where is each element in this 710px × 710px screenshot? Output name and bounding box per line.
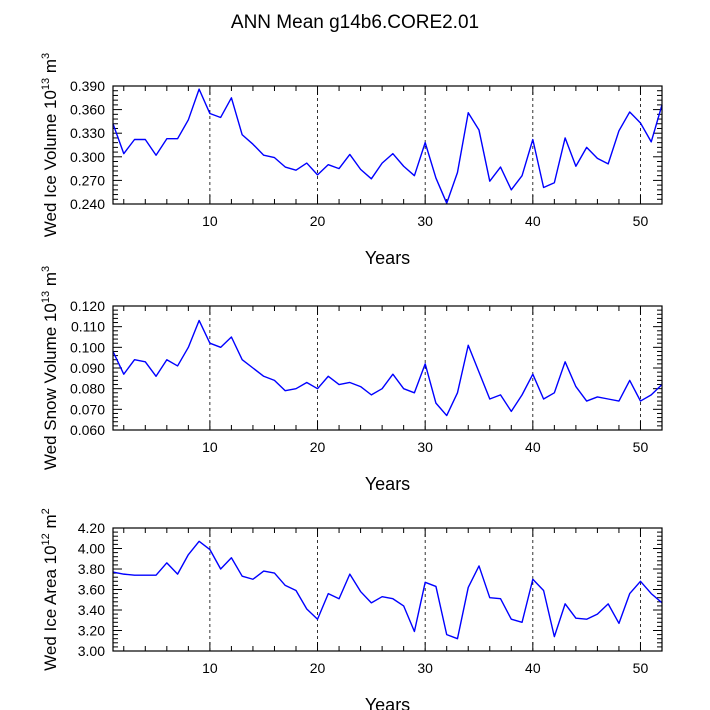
y-label-text: Wed Snow Volume 10 — [41, 303, 60, 470]
y-tick-label: 0.060 — [70, 422, 105, 438]
x-tick-label: 10 — [202, 439, 218, 455]
y-tick-label: 0.110 — [71, 319, 105, 335]
chart-panel-3: 3.00 3.20 3.40 3.60 3.80 4.00 4.20 10 20 30 40 50 Ye… — [40, 508, 663, 710]
y-label-text: Wed Ice Volume 10 — [41, 90, 60, 237]
y-tick-label: 3.80 — [78, 561, 105, 577]
y-tick-label: 3.40 — [78, 602, 105, 618]
x-tick-label: 20 — [310, 439, 326, 455]
x-tick-label: 50 — [633, 660, 649, 676]
x-tick-label: 40 — [525, 660, 541, 676]
chart-panels: 0.240 0.270 0.300 0.330 0.360 0.390 10 20 30 40 50… — [40, 53, 663, 710]
x-tick-label: 30 — [417, 213, 433, 229]
y-tick-label: 3.00 — [78, 643, 105, 659]
series-line — [112, 88, 663, 204]
x-axis-label: Years — [365, 474, 410, 494]
y-label-text: m — [41, 272, 60, 291]
y-label-superscript: 3 — [40, 53, 52, 59]
x-tick-label: 40 — [525, 213, 541, 229]
x-tick-label: 30 — [417, 660, 433, 676]
series-line — [112, 540, 663, 640]
y-tick-label: 0.390 — [70, 78, 105, 94]
chart-panel-1: 0.240 0.270 0.300 0.330 0.360 0.390 10 20 30 40 50… — [40, 53, 663, 268]
y-tick-label: 0.270 — [70, 172, 105, 188]
plot-frame — [112, 85, 663, 205]
y-tick-label: 0.240 — [70, 196, 105, 212]
x-tick-label: 30 — [417, 439, 433, 455]
x-axis-label: Years — [365, 248, 410, 268]
plot-frame — [112, 305, 663, 431]
y-tick-label: 0.120 — [70, 298, 105, 314]
y-tick-label: 0.100 — [70, 339, 105, 355]
plot-frame — [112, 527, 663, 652]
x-tick-label: 40 — [525, 439, 541, 455]
y-label-text: Wed Ice Area 10 — [41, 545, 60, 670]
y-tick-label: 3.20 — [78, 623, 105, 639]
x-axis-label: Years — [365, 695, 410, 710]
series-line — [112, 319, 663, 417]
y-tick-label: 0.090 — [70, 360, 105, 376]
y-tick-label: 0.070 — [70, 401, 105, 417]
figure-title: ANN Mean g14b6.CORE2.01 — [231, 12, 479, 33]
chart-panel-2: 0.060 0.070 0.080 0.090 0.100 0.110 0.120 10 20 3… — [40, 266, 663, 494]
y-label-text: m — [41, 514, 60, 533]
y-tick-label: 4.00 — [78, 541, 105, 557]
y-label-text: m — [41, 59, 60, 78]
y-tick-label: 4.20 — [78, 520, 105, 536]
y-label-superscript: 3 — [40, 266, 52, 272]
y-axis-label: Wed Snow Volume 1013 m3 — [40, 266, 60, 470]
x-tick-label: 10 — [202, 213, 218, 229]
y-tick-label: 0.360 — [70, 102, 105, 118]
y-label-superscript: 13 — [40, 78, 52, 90]
y-tick-label: 0.080 — [70, 381, 105, 397]
x-tick-label: 20 — [310, 660, 326, 676]
x-tick-label: 10 — [202, 660, 218, 676]
y-axis-label: Wed Ice Area 1012 m2 — [40, 508, 60, 671]
y-tick-label: 0.300 — [70, 149, 105, 165]
x-tick-label: 20 — [310, 213, 326, 229]
x-tick-label: 50 — [633, 439, 649, 455]
y-axis-label: Wed Ice Volume 1013 m3 — [40, 53, 60, 237]
y-label-superscript: 12 — [40, 533, 52, 545]
y-tick-label: 3.60 — [78, 582, 105, 598]
x-tick-label: 50 — [633, 213, 649, 229]
y-tick-label: 0.330 — [70, 125, 105, 141]
y-label-superscript: 2 — [40, 508, 52, 514]
y-label-superscript: 13 — [40, 291, 52, 303]
